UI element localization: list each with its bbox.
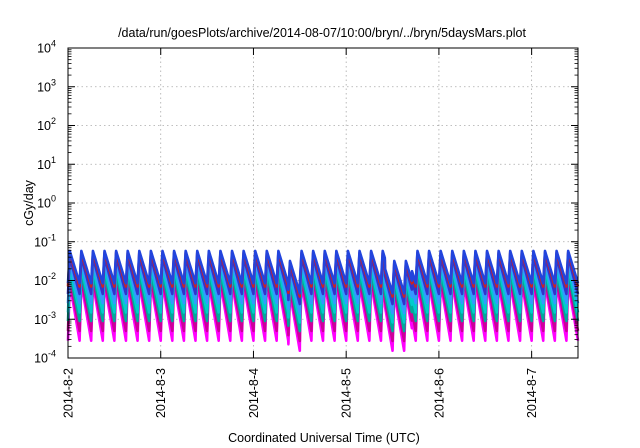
y-tick-label: 10-3 xyxy=(34,310,56,327)
x-axis-label: Coordinated Universal Time (UTC) xyxy=(228,431,420,445)
chart-title: /data/run/goesPlots/archive/2014-08-07/1… xyxy=(118,26,526,40)
y-tick-label: 102 xyxy=(37,116,56,133)
y-tick-label: 10-1 xyxy=(34,232,56,249)
series-line-4 xyxy=(66,265,580,324)
y-tick-label: 10-2 xyxy=(34,271,56,288)
x-tick-label: 2014-8-2 xyxy=(62,368,76,418)
x-tick-label: 2014-8-6 xyxy=(432,368,446,418)
series-line-2 xyxy=(66,277,580,343)
y-tick-label: 101 xyxy=(37,155,56,172)
series-line-5 xyxy=(66,260,580,315)
y-axis-label: cGy/day xyxy=(22,179,36,226)
x-tick-label: 2014-8-4 xyxy=(247,368,261,418)
y-tick-label: 103 xyxy=(37,77,56,94)
y-tick-label: 100 xyxy=(37,194,56,211)
x-tick-label: 2014-8-3 xyxy=(154,368,168,418)
y-tick-label: 10-4 xyxy=(34,349,56,366)
x-tick-label: 2014-8-5 xyxy=(340,368,354,418)
series-line-8 xyxy=(66,249,580,295)
series-line-6 xyxy=(66,255,580,306)
series-group xyxy=(66,249,580,353)
y-tick-label: 104 xyxy=(37,39,56,56)
x-tick-label: 2014-8-7 xyxy=(525,368,539,418)
axis-ticks: 10-4 10-3 10-2 10-1 100 101 102 103 104 2014-8-2 2… xyxy=(34,39,578,418)
